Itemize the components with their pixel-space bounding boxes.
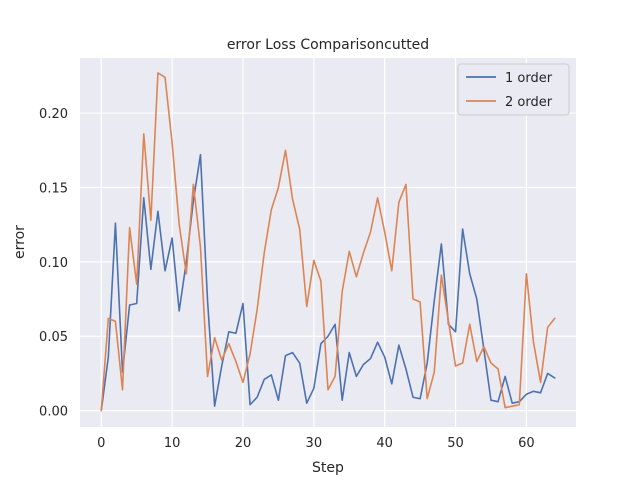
y-tick-label: 0.20 <box>39 107 68 122</box>
series-line-2-order <box>100 72 556 412</box>
x-tick-label: 30 <box>306 436 323 451</box>
x-tick-label: 60 <box>518 436 535 451</box>
y-axis-ticks: 0.00 0.05 0.10 0.15 0.20 <box>39 107 68 420</box>
series-line-1-order <box>100 153 556 412</box>
y-tick-label: 0.15 <box>39 181 68 196</box>
x-axis-label: Step <box>312 460 344 476</box>
x-tick-label: 50 <box>447 436 464 451</box>
y-axis-label: error <box>12 225 28 259</box>
x-tick-label: 20 <box>235 436 252 451</box>
legend-label-2-order: 2 order <box>505 95 553 110</box>
series-lines <box>100 72 556 412</box>
y-tick-label: 0.05 <box>39 330 68 345</box>
legend: 1 order 2 order <box>457 63 570 116</box>
legend-label-1-order: 1 order <box>505 71 553 86</box>
x-tick-label: 10 <box>164 436 181 451</box>
grid <box>80 58 576 427</box>
x-axis-ticks: 0 10 20 30 40 50 60 <box>97 436 535 451</box>
y-tick-label: 0.00 <box>39 405 68 420</box>
x-tick-label: 40 <box>376 436 393 451</box>
x-tick-label: 0 <box>97 436 105 451</box>
y-tick-label: 0.10 <box>39 256 68 271</box>
chart-title: error Loss Comparisoncutted <box>227 37 429 53</box>
